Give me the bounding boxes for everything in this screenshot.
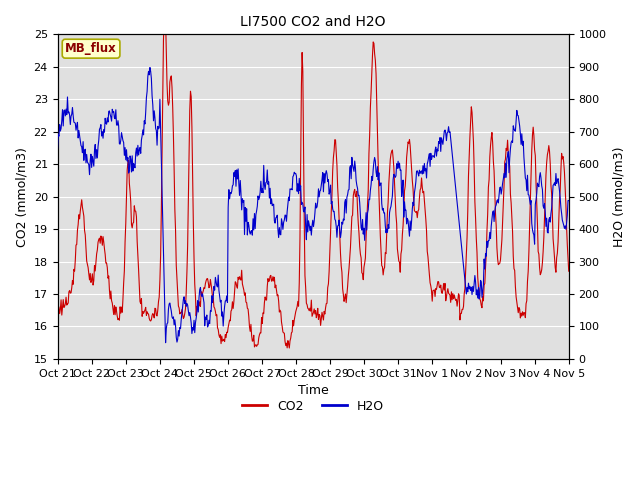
Y-axis label: H2O (mmol/m3): H2O (mmol/m3): [612, 146, 625, 247]
Text: MB_flux: MB_flux: [65, 42, 117, 55]
Y-axis label: CO2 (mmol/m3): CO2 (mmol/m3): [15, 147, 28, 247]
Legend: CO2, H2O: CO2, H2O: [237, 395, 389, 418]
Title: LI7500 CO2 and H2O: LI7500 CO2 and H2O: [241, 15, 386, 29]
X-axis label: Time: Time: [298, 384, 328, 397]
